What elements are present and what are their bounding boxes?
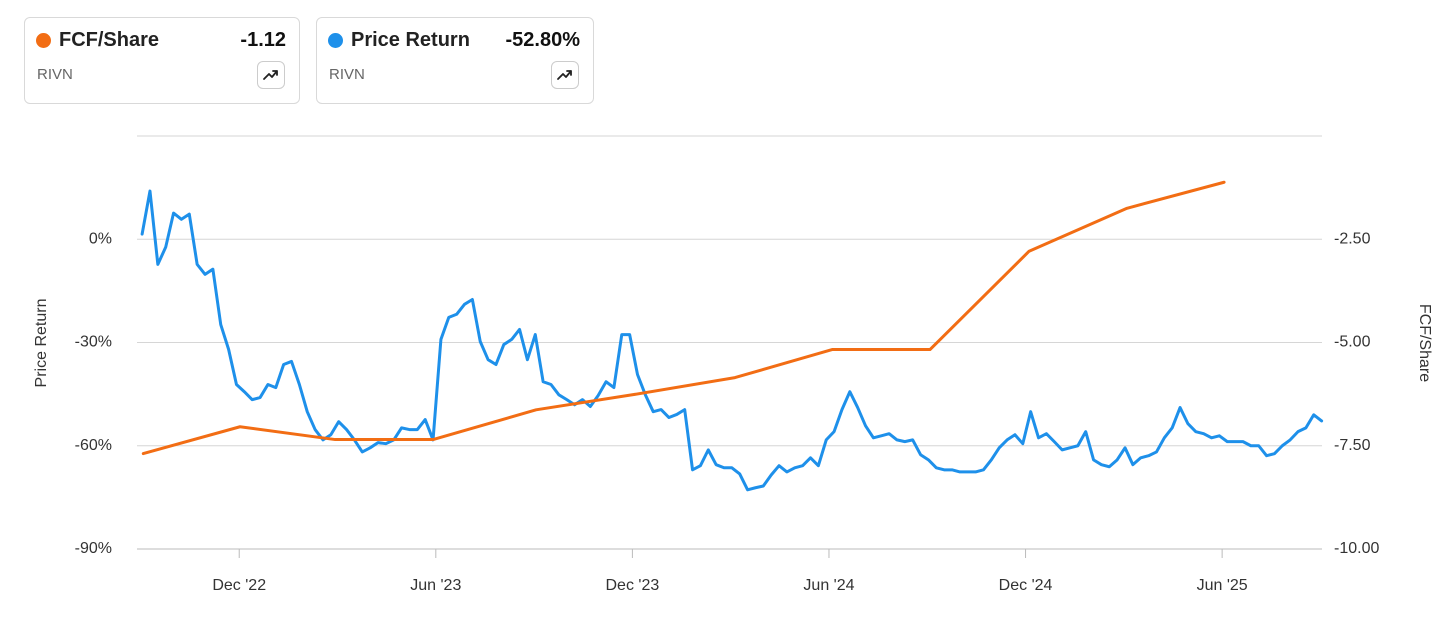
x-tick-label: Dec '24	[999, 577, 1053, 594]
y2-tick-label: -10.00	[1334, 540, 1379, 557]
y-tick-label: -90%	[75, 540, 112, 557]
legend-value: -52.80%	[505, 29, 581, 51]
y-tick-label: -60%	[75, 437, 112, 454]
trend-button[interactable]	[551, 61, 579, 89]
line-series	[141, 180, 1226, 456]
legend-card: FCF/Share -1.12 RIVN	[24, 17, 300, 104]
legend-value: -1.12	[240, 29, 286, 51]
y-axis-title: Price Return	[33, 299, 50, 388]
y2-tick-label: -5.00	[1334, 334, 1371, 351]
y2-tick-label: -7.50	[1334, 437, 1371, 454]
x-tick-label: Jun '24	[803, 577, 854, 594]
y-tick-label: 0%	[89, 230, 112, 247]
trend-icon	[557, 70, 572, 80]
legend-name: FCF/Share	[59, 29, 160, 51]
y2-axis-title: FCF/Share	[1416, 304, 1433, 382]
legend-name: Price Return	[351, 29, 470, 51]
x-tick-label: Jun '23	[410, 577, 461, 594]
x-tick-label: Dec '23	[606, 577, 660, 594]
trend-button[interactable]	[257, 61, 285, 89]
legend-dot	[36, 33, 51, 48]
y2-tick-label: -2.50	[1334, 230, 1371, 247]
line-series	[140, 189, 1324, 492]
x-tick-label: Dec '22	[212, 577, 266, 594]
x-tick-label: Jun '25	[1197, 577, 1248, 594]
legend-dot	[328, 33, 343, 48]
legend-ticker: RIVN	[329, 66, 365, 83]
trend-icon	[263, 70, 278, 80]
y-tick-label: -30%	[75, 334, 112, 351]
legend-ticker: RIVN	[37, 66, 73, 83]
legend-card: Price Return -52.80% RIVN	[316, 17, 594, 104]
